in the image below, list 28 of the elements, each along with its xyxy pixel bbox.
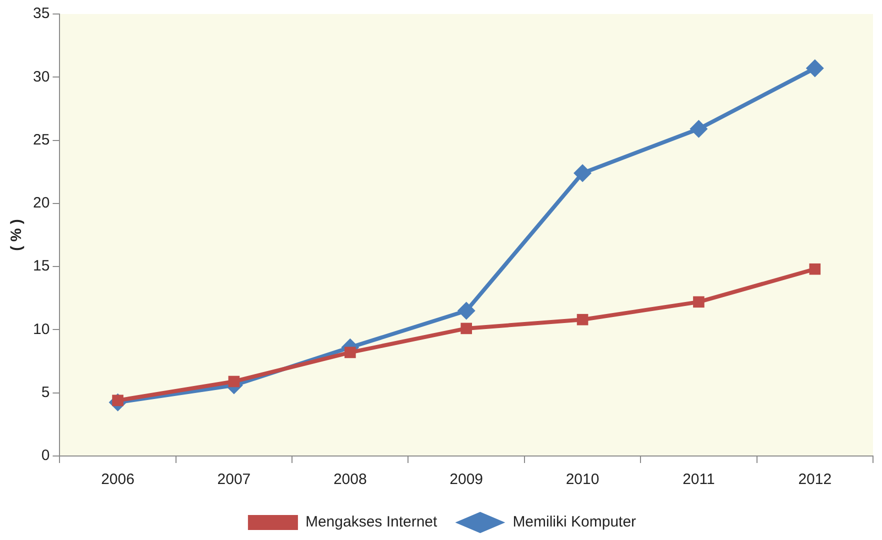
legend-label: Memiliki Komputer <box>512 514 636 531</box>
point <box>574 164 592 182</box>
y-tick-label: 15 <box>32 258 50 275</box>
y-tick-label: 25 <box>32 131 50 148</box>
point <box>228 376 240 388</box>
point <box>809 263 821 275</box>
y-tick-label: 10 <box>32 320 50 338</box>
y-tick-label: 20 <box>32 194 50 212</box>
x-tick-label: 2012 <box>798 471 832 488</box>
point <box>344 346 356 358</box>
y-tick-label: 0 <box>41 447 50 464</box>
x-tick-label: 2010 <box>566 471 600 488</box>
legend-label: Mengakses Internet <box>305 514 438 531</box>
y-tick-label: 5 <box>41 384 50 401</box>
point <box>690 120 708 138</box>
y-tick-label: 30 <box>32 68 50 86</box>
x-tick-label: 2009 <box>450 471 484 488</box>
point <box>693 296 704 308</box>
point <box>460 322 472 334</box>
y-axis-title: ( % ) <box>8 219 26 251</box>
x-tick-label: 2007 <box>217 471 251 488</box>
x-tick-label: 2011 <box>682 471 715 488</box>
y-tick-label: 35 <box>32 5 50 22</box>
x-tick-label: 2008 <box>333 471 367 488</box>
point <box>576 314 588 326</box>
point <box>806 59 824 78</box>
point <box>457 302 476 320</box>
x-tick-label: 2006 <box>101 471 134 488</box>
